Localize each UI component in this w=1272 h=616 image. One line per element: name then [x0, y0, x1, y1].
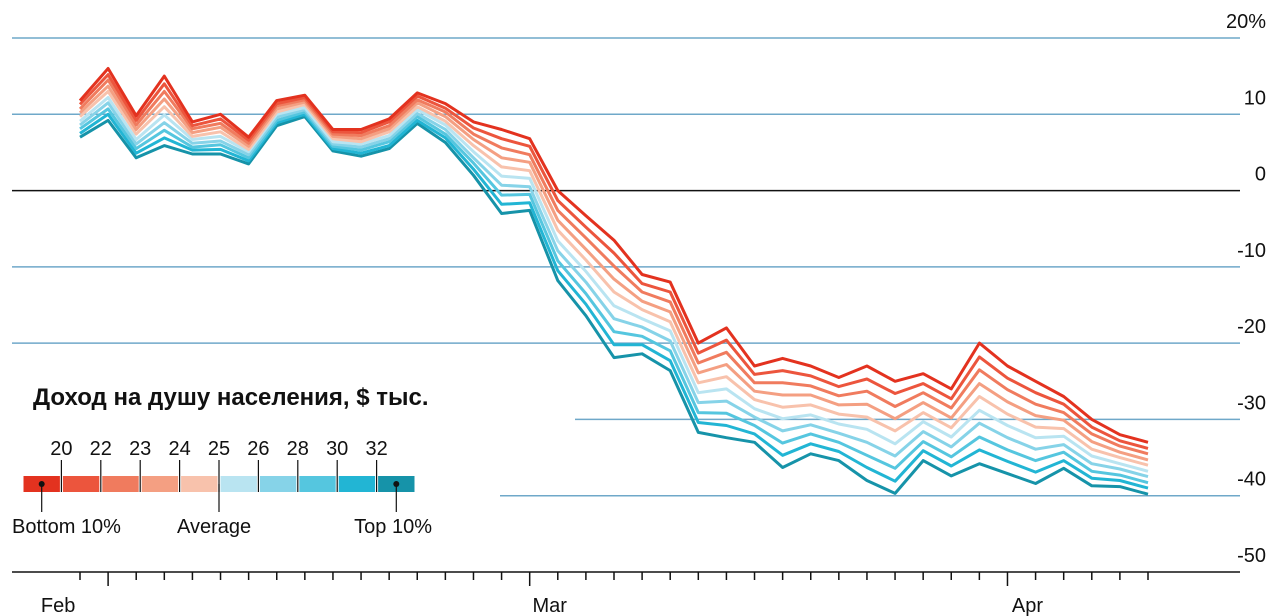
- legend-tick-label: 24: [168, 438, 190, 460]
- legend-swatch: [338, 476, 376, 492]
- legend-swatch: [102, 476, 139, 492]
- y-tick-label: -40: [1237, 469, 1266, 491]
- y-tick-label: 10: [1244, 87, 1266, 109]
- series-line: [78, 78, 1149, 456]
- y-tick-label: -30: [1237, 392, 1266, 414]
- legend-tick-label: 22: [90, 438, 112, 460]
- legend-swatch: [299, 476, 336, 492]
- y-tick-label: -10: [1237, 240, 1266, 262]
- x-tick-label: Mar: [532, 595, 567, 616]
- legend-dot: [393, 481, 400, 487]
- legend-title: Доход на душу населения, $ тыс.: [33, 384, 429, 411]
- legend-tick-label: 28: [287, 438, 309, 460]
- legend-tick-label: 23: [129, 438, 151, 460]
- legend-swatch: [181, 476, 218, 492]
- y-tick-label: -50: [1237, 545, 1266, 567]
- legend-swatch: [141, 476, 179, 492]
- y-tick-label: 20%: [1226, 11, 1266, 33]
- legend-swatch: [220, 476, 257, 492]
- series-line: [79, 101, 1149, 479]
- legend-label: Top 10%: [354, 516, 432, 538]
- series-line: [79, 107, 1149, 485]
- legend-label: Average: [177, 516, 251, 538]
- series-line: [78, 73, 1149, 450]
- legend-swatch: [62, 476, 100, 492]
- legend-dot: [38, 481, 45, 487]
- series-line: [78, 84, 1149, 462]
- series-line: [78, 89, 1149, 467]
- legend-label: Bottom 10%: [12, 516, 121, 538]
- legend-swatch: [259, 476, 297, 492]
- y-tick-label: -20: [1237, 316, 1266, 338]
- legend-tick-label: 32: [365, 438, 387, 460]
- x-tick-label: Apr: [1012, 595, 1043, 616]
- series-line: [79, 115, 1149, 496]
- x-tick-label: Feb: [41, 595, 75, 616]
- series-line: [78, 67, 1149, 444]
- legend-tick-label: 26: [247, 438, 269, 460]
- y-tick-label: 0: [1255, 164, 1266, 186]
- legend-tick-label: 20: [50, 438, 72, 460]
- legend-tick-label: 30: [326, 438, 348, 460]
- series-line: [79, 112, 1149, 490]
- legend-tick-label: 25: [208, 438, 230, 460]
